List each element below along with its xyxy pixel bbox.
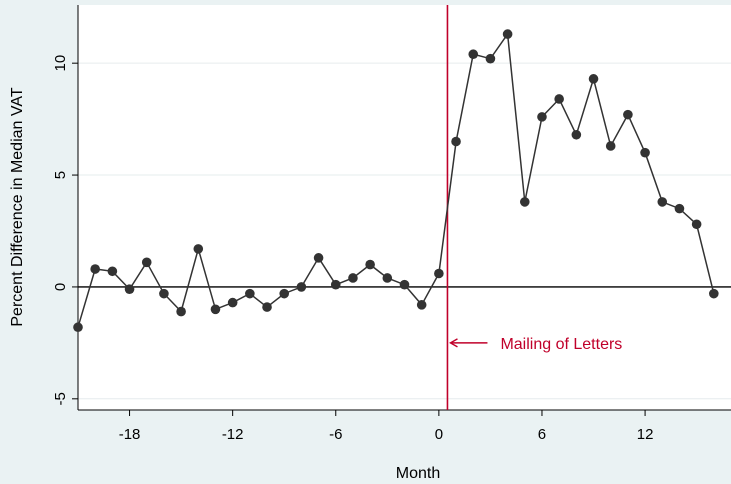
data-point	[623, 109, 633, 120]
y-tick-label: -5	[52, 392, 69, 405]
data-point	[73, 322, 83, 333]
x-tick-label: -12	[222, 426, 244, 443]
series	[73, 29, 719, 333]
data-point	[640, 147, 650, 158]
annotation-arrow-head	[449, 338, 458, 348]
data-point	[399, 279, 410, 290]
series-line	[77, 32, 715, 328]
data-point	[210, 304, 221, 315]
data-point	[519, 197, 530, 207]
data-point	[227, 297, 238, 308]
y-tick-label: 10	[52, 55, 69, 72]
annotation-label: Mailing of Letters	[500, 336, 622, 353]
data-point	[468, 49, 479, 60]
data-point	[90, 264, 100, 274]
plot-background	[78, 5, 731, 410]
data-point	[193, 244, 204, 254]
data-point	[416, 300, 427, 310]
axes	[77, 5, 731, 411]
data-point	[245, 288, 255, 299]
data-point	[709, 288, 719, 299]
data-point	[451, 136, 461, 147]
y-tick-label: 5	[52, 171, 69, 179]
data-point	[296, 282, 307, 292]
x-tick-label: 12	[637, 426, 654, 443]
data-point	[657, 197, 668, 207]
y-tick-label: 0	[52, 283, 69, 291]
data-point	[159, 288, 169, 299]
data-point	[313, 253, 324, 263]
x-axis-label: Month	[396, 465, 440, 482]
data-point	[605, 141, 616, 151]
data-point	[382, 273, 393, 283]
data-point	[141, 257, 152, 268]
data-point	[279, 288, 290, 299]
data-point	[674, 203, 685, 214]
data-point	[365, 259, 375, 270]
x-tick-label: 0	[435, 426, 443, 443]
data-point	[176, 306, 186, 317]
annotation: Mailing of Letters	[449, 336, 622, 353]
x-tick-label: -6	[329, 426, 342, 443]
data-point	[262, 302, 272, 312]
data-point	[434, 268, 444, 279]
data-point	[485, 53, 496, 64]
x-tick-label: -18	[119, 426, 141, 443]
data-point	[330, 279, 341, 290]
y-axis-label: Percent Difference in Median VAT	[9, 87, 26, 326]
data-point	[107, 266, 118, 277]
data-point	[691, 219, 702, 230]
data-point	[124, 284, 135, 294]
x-tick-label: 6	[538, 426, 546, 443]
ticks: -5 0 5 10 -18 -12 -6 0 6 12	[52, 55, 653, 443]
data-point	[571, 129, 582, 140]
data-point	[554, 94, 564, 104]
data-point	[588, 74, 599, 84]
data-point	[502, 29, 513, 39]
data-point	[537, 112, 547, 122]
data-point	[348, 273, 358, 283]
